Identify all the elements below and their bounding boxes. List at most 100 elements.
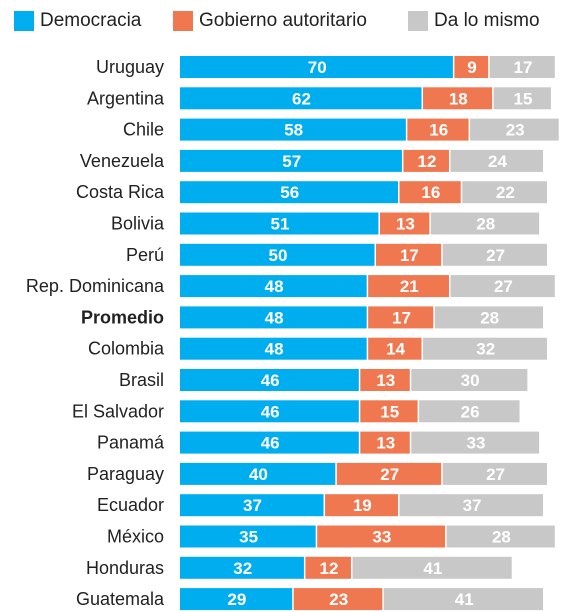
bar-segment-democracia-mexico bbox=[180, 525, 316, 548]
data-label-gobierno-autoritario-peru: 17 bbox=[400, 246, 419, 265]
data-label-da-lo-mismo-costa-rica: 22 bbox=[496, 183, 515, 202]
bar-segment-gobierno-autoritario-honduras bbox=[305, 556, 351, 579]
category-label-ecuador: Ecuador bbox=[97, 495, 164, 515]
bar-segment-democracia-colombia bbox=[180, 337, 367, 360]
category-label-rep-dominicana: Rep. Dominicana bbox=[26, 276, 165, 296]
data-label-da-lo-mismo-uruguay: 17 bbox=[514, 58, 533, 77]
bar-segment-gobierno-autoritario-venezuela bbox=[403, 149, 449, 172]
data-label-democracia-mexico: 35 bbox=[239, 528, 258, 547]
data-label-gobierno-autoritario-uruguay: 9 bbox=[467, 58, 476, 77]
data-label-da-lo-mismo-panama: 33 bbox=[466, 434, 485, 453]
legend-label-gobierno-autoritario: Gobierno autoritario bbox=[199, 10, 367, 31]
data-label-democracia-uruguay: 70 bbox=[308, 58, 327, 77]
bar-segment-da-lo-mismo-ecuador bbox=[399, 494, 544, 517]
data-label-da-lo-mismo-argentina: 15 bbox=[514, 89, 533, 108]
bar-segment-gobierno-autoritario-costa-rica bbox=[399, 181, 461, 204]
data-label-democracia-paraguay: 40 bbox=[249, 465, 268, 484]
data-label-democracia-ecuador: 37 bbox=[243, 496, 262, 515]
bar-segment-da-lo-mismo-peru bbox=[442, 243, 547, 266]
bar-segment-gobierno-autoritario-guatemala bbox=[293, 588, 383, 611]
bar-segment-democracia-paraguay bbox=[180, 462, 336, 485]
category-label-el-salvador: El Salvador bbox=[72, 401, 164, 421]
data-label-democracia-colombia: 48 bbox=[265, 340, 284, 359]
data-label-democracia-brasil: 46 bbox=[261, 371, 280, 390]
data-label-democracia-chile: 58 bbox=[284, 121, 303, 140]
data-label-democracia-argentina: 62 bbox=[292, 89, 311, 108]
bar-segment-gobierno-autoritario-el-salvador bbox=[360, 400, 418, 423]
bar-segment-gobierno-autoritario-uruguay bbox=[454, 56, 489, 78]
category-label-argentina: Argentina bbox=[87, 88, 165, 108]
bar-segment-gobierno-autoritario-brasil bbox=[360, 369, 410, 391]
legend-item-da-lo-mismo: Da lo mismo bbox=[408, 10, 540, 32]
bar-segment-da-lo-mismo-paraguay bbox=[442, 462, 547, 485]
category-label-chile: Chile bbox=[123, 120, 164, 140]
category-label-paraguay: Paraguay bbox=[87, 464, 164, 484]
data-label-gobierno-autoritario-bolivia: 13 bbox=[396, 215, 415, 234]
category-label-honduras: Honduras bbox=[86, 558, 164, 578]
bar-segment-da-lo-mismo-el-salvador bbox=[419, 400, 520, 423]
data-label-gobierno-autoritario-guatemala: 23 bbox=[329, 590, 348, 609]
data-label-democracia-panama: 46 bbox=[261, 434, 280, 453]
data-label-da-lo-mismo-brasil: 30 bbox=[461, 371, 480, 390]
category-label-panama: Panamá bbox=[97, 433, 165, 453]
data-label-da-lo-mismo-guatemala: 41 bbox=[455, 590, 474, 609]
legend-item-gobierno-autoritario: Gobierno autoritario bbox=[173, 10, 367, 32]
bar-segment-democracia-peru bbox=[180, 243, 375, 266]
bar-segment-da-lo-mismo-panama bbox=[411, 431, 540, 454]
category-label-peru: Perú bbox=[126, 245, 164, 265]
data-label-democracia-peru: 50 bbox=[269, 246, 288, 265]
bar-segment-gobierno-autoritario-bolivia bbox=[379, 212, 430, 235]
data-label-gobierno-autoritario-rep-dominicana: 21 bbox=[400, 277, 419, 296]
legend-label-da-lo-mismo: Da lo mismo bbox=[434, 10, 540, 31]
bar-segment-democracia-bolivia bbox=[180, 212, 379, 235]
data-label-da-lo-mismo-peru: 27 bbox=[486, 246, 505, 265]
bar-segment-democracia-brasil bbox=[180, 369, 359, 391]
category-label-uruguay: Uruguay bbox=[96, 57, 164, 77]
data-label-gobierno-autoritario-el-salvador: 15 bbox=[380, 402, 399, 421]
bar-segment-da-lo-mismo-honduras bbox=[352, 556, 512, 579]
data-label-democracia-el-salvador: 46 bbox=[261, 402, 280, 421]
chart-legend: Democracia Gobierno autoritario Da lo mi… bbox=[0, 0, 569, 40]
legend-swatch-gobierno-autoritario bbox=[173, 11, 193, 31]
bar-segment-democracia-panama bbox=[180, 431, 359, 454]
category-label-bolivia: Bolivia bbox=[111, 214, 165, 234]
bar-segment-da-lo-mismo-colombia bbox=[423, 337, 547, 360]
bar-segment-democracia-chile bbox=[180, 118, 406, 141]
bar-segment-democracia-argentina bbox=[180, 87, 422, 110]
bar-segment-gobierno-autoritario-chile bbox=[407, 118, 469, 141]
data-label-gobierno-autoritario-ecuador: 19 bbox=[353, 496, 372, 515]
bar-segment-da-lo-mismo-bolivia bbox=[430, 212, 540, 235]
bar-segment-da-lo-mismo-costa-rica bbox=[462, 181, 547, 204]
data-label-gobierno-autoritario-colombia: 14 bbox=[386, 340, 405, 359]
category-label-colombia: Colombia bbox=[88, 339, 165, 359]
data-label-democracia-guatemala: 29 bbox=[227, 590, 246, 609]
bar-segment-democracia-uruguay bbox=[180, 56, 453, 78]
bar-segment-democracia-rep-dominicana bbox=[180, 275, 367, 298]
legend-swatch-da-lo-mismo bbox=[408, 11, 428, 31]
data-label-democracia-promedio: 48 bbox=[265, 308, 284, 327]
data-label-gobierno-autoritario-costa-rica: 16 bbox=[421, 183, 440, 202]
bar-segment-gobierno-autoritario-promedio bbox=[368, 306, 434, 329]
bar-segment-democracia-honduras bbox=[180, 556, 304, 579]
bar-segment-da-lo-mismo-mexico bbox=[446, 525, 555, 548]
data-label-gobierno-autoritario-panama: 13 bbox=[376, 434, 395, 453]
category-label-costa-rica: Costa Rica bbox=[76, 182, 165, 202]
data-label-da-lo-mismo-bolivia: 28 bbox=[476, 215, 495, 234]
category-label-brasil: Brasil bbox=[119, 370, 164, 390]
data-label-da-lo-mismo-mexico: 28 bbox=[492, 528, 511, 547]
bar-segment-da-lo-mismo-chile bbox=[470, 118, 559, 141]
bar-segment-da-lo-mismo-uruguay bbox=[489, 56, 555, 78]
legend-swatch-democracia bbox=[14, 11, 34, 31]
category-label-venezuela: Venezuela bbox=[80, 151, 165, 171]
bar-segment-gobierno-autoritario-rep-dominicana bbox=[368, 275, 449, 298]
data-label-da-lo-mismo-ecuador: 37 bbox=[463, 496, 482, 515]
data-label-gobierno-autoritario-venezuela: 12 bbox=[417, 152, 436, 171]
category-label-guatemala: Guatemala bbox=[76, 589, 165, 609]
data-label-gobierno-autoritario-promedio: 17 bbox=[392, 308, 411, 327]
data-label-da-lo-mismo-venezuela: 24 bbox=[488, 152, 507, 171]
data-label-gobierno-autoritario-argentina: 18 bbox=[449, 89, 468, 108]
data-label-democracia-bolivia: 51 bbox=[270, 215, 289, 234]
data-label-democracia-venezuela: 57 bbox=[282, 152, 301, 171]
